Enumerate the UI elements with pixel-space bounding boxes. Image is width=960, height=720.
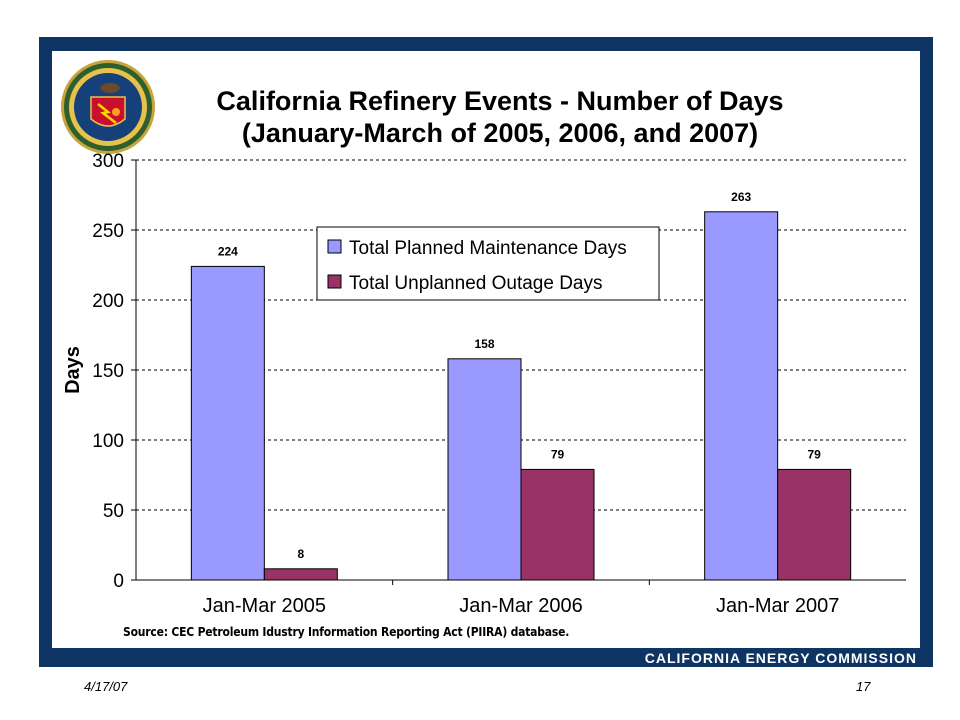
legend-label: Total Unplanned Outage Days xyxy=(349,273,603,294)
x-tick-label: Jan-Mar 2007 xyxy=(716,595,839,617)
data-label: 158 xyxy=(474,337,494,351)
data-label: 79 xyxy=(551,447,565,461)
y-tick-label: 50 xyxy=(103,501,124,522)
y-tick-label: 250 xyxy=(92,221,124,242)
y-tick-label: 200 xyxy=(92,291,124,312)
bar xyxy=(190,265,265,581)
bar xyxy=(520,468,595,581)
bar xyxy=(777,468,852,581)
legend-swatch xyxy=(327,239,342,254)
y-tick-label: 300 xyxy=(92,151,124,172)
legend-swatch xyxy=(327,274,342,289)
bar xyxy=(447,358,522,581)
footer-organization: CALIFORNIA ENERGY COMMISSION xyxy=(644,650,917,666)
energy-commission-seal-icon xyxy=(61,60,155,154)
footer-date: 4/17/07 xyxy=(84,679,128,694)
legend-label: Total Planned Maintenance Days xyxy=(349,238,627,259)
data-label: 263 xyxy=(731,190,751,204)
y-tick-label: 150 xyxy=(92,361,124,382)
chart-title-line1: California Refinery Events - Number of D… xyxy=(216,86,784,116)
data-label: 79 xyxy=(807,447,821,461)
x-tick-label: Jan-Mar 2005 xyxy=(203,595,326,617)
data-label: 224 xyxy=(218,244,238,258)
bar xyxy=(263,568,338,581)
y-tick-label: 0 xyxy=(113,571,124,592)
page-number: 17 xyxy=(856,679,871,694)
source-note: Source: CEC Petroleum Idustry Informatio… xyxy=(123,625,570,639)
legend-box xyxy=(316,226,660,301)
bar xyxy=(704,211,779,581)
y-tick-label: 100 xyxy=(92,431,124,452)
data-label: 8 xyxy=(297,547,304,561)
chart-title: California Refinery Events - Number of D… xyxy=(150,85,850,149)
y-axis-label: Days xyxy=(62,346,84,394)
x-tick-label: Jan-Mar 2006 xyxy=(459,595,582,617)
chart-title-line2: (January-March of 2005, 2006, and 2007) xyxy=(241,118,759,148)
